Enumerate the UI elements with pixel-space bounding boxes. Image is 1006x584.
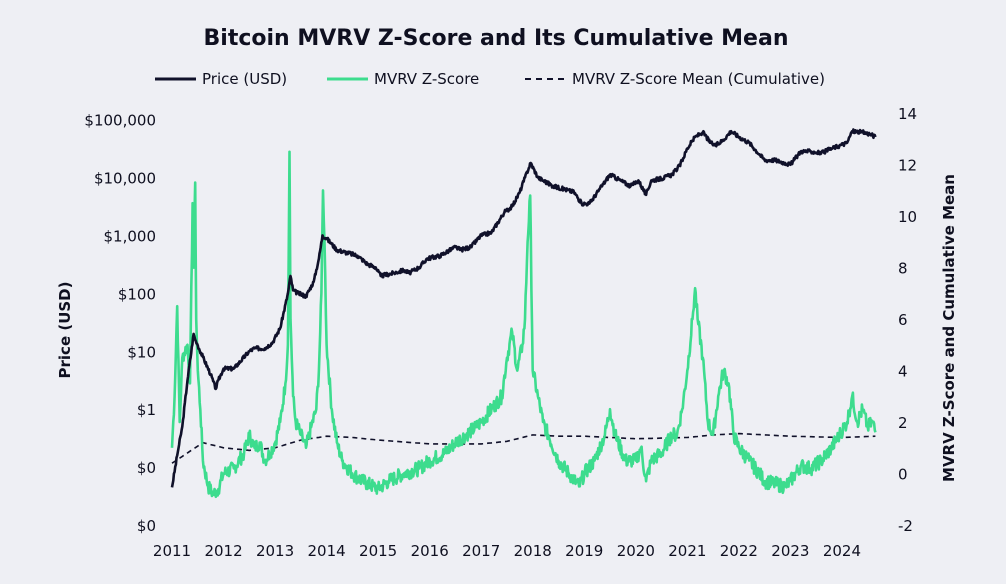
x-tick-label: 2014: [308, 542, 346, 560]
legend-zscore-label: MVRV Z-Score: [374, 70, 479, 88]
x-tick-label: 2021: [668, 542, 706, 560]
x-tick-label: 2023: [771, 542, 809, 560]
y-right-tick-label: 0: [898, 466, 908, 484]
y-left-tick-label: $0: [137, 517, 156, 535]
y-left-tick-label: $1: [137, 401, 156, 419]
y-left-axis-ticks: $0 $0 $1 $10 $100 $1,000 $10,000 $100,000: [84, 112, 156, 535]
x-tick-label: 2016: [411, 542, 449, 560]
x-tick-label: 2017: [462, 542, 500, 560]
y-left-tick-label: $100: [118, 285, 156, 303]
y-left-tick-label: $10: [127, 343, 156, 361]
series-zscore-line: [170, 150, 877, 499]
y-right-tick-label: 14: [898, 105, 917, 123]
y-right-tick-label: 10: [898, 208, 917, 226]
y-right-tick-label: 12: [898, 157, 917, 175]
y-left-tick-label: $0: [137, 459, 156, 477]
series-layer: [170, 128, 877, 499]
y-right-tick-label: 6: [898, 311, 908, 329]
chart-title: Bitcoin MVRV Z-Score and Its Cumulative …: [204, 26, 789, 51]
series-price-line: [170, 128, 877, 488]
y-left-tick-label: $10,000: [94, 170, 156, 188]
x-tick-label: 2020: [617, 542, 655, 560]
x-tick-label: 2012: [204, 542, 242, 560]
y-left-axis-label: Price (USD): [56, 282, 74, 379]
legend: Price (USD) MVRV Z-Score MVRV Z-Score Me…: [155, 70, 825, 88]
legend-mean-label: MVRV Z-Score Mean (Cumulative): [572, 70, 825, 88]
y-right-tick-label: 4: [898, 363, 908, 381]
y-right-tick-label: -2: [898, 517, 913, 535]
series-zscore-mean-line: [171, 432, 876, 464]
x-tick-label: 2015: [359, 542, 397, 560]
y-right-tick-label: 8: [898, 260, 908, 278]
y-left-tick-label: $100,000: [84, 112, 156, 130]
legend-price-label: Price (USD): [202, 70, 287, 88]
x-tick-label: 2022: [720, 542, 758, 560]
y-left-tick-label: $1,000: [104, 227, 157, 245]
y-right-tick-label: 2: [898, 414, 908, 432]
x-tick-label: 2013: [256, 542, 294, 560]
x-axis-ticks: 2011 2012 2013 2014 2015 2016 2017 2018 2019 2020…: [153, 542, 861, 560]
y-right-axis-label: MVRV Z-Score and Cumulative Mean: [940, 174, 958, 482]
x-tick-label: 2019: [565, 542, 603, 560]
y-right-axis-ticks: -2 0 2 4 6 8 10 12 14: [898, 105, 917, 535]
x-tick-label: 2011: [153, 542, 191, 560]
x-tick-label: 2024: [823, 542, 861, 560]
x-tick-label: 2018: [514, 542, 552, 560]
